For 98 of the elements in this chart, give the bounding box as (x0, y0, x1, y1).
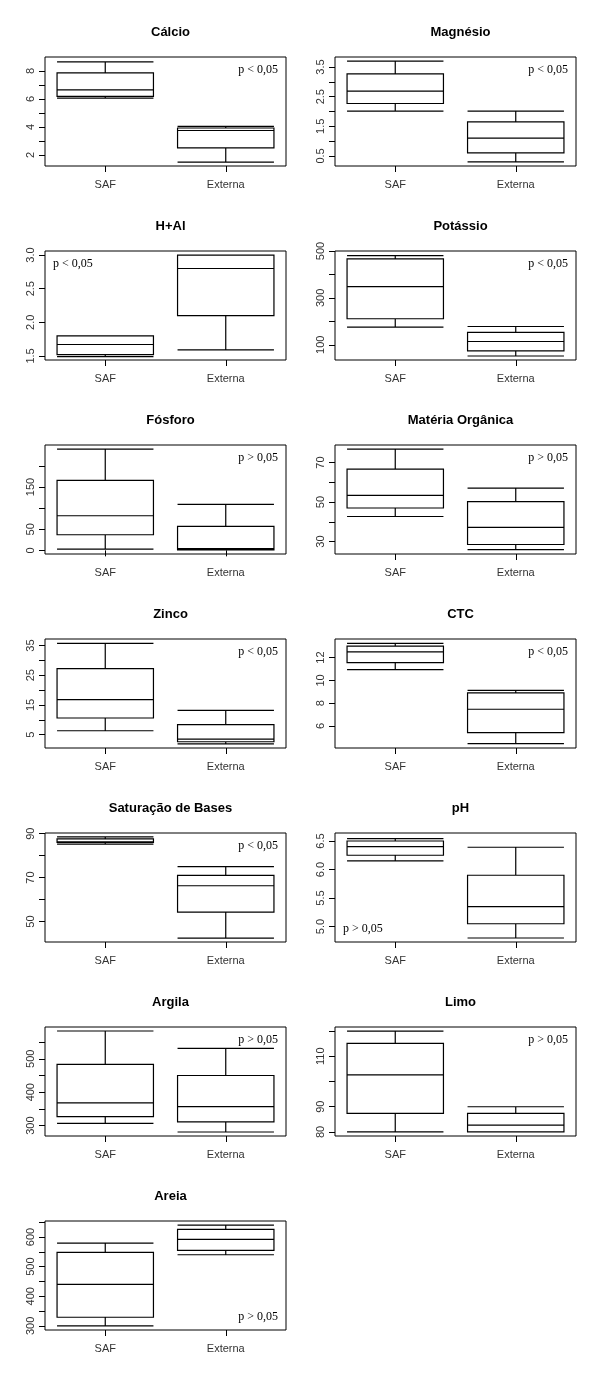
chart-title: Cálcio (150, 24, 191, 39)
y-tick-label: 10 (313, 674, 326, 687)
y-tick-label: 100 (313, 335, 326, 354)
y-tick-label: 300 (23, 1116, 36, 1135)
y-tick-label: 8 (313, 700, 326, 707)
chart-title: Fósforo (146, 412, 195, 427)
x-tick-label: SAF (384, 1147, 407, 1160)
y-tick-label: 25 (23, 669, 36, 682)
x-tick-label: Externa (206, 565, 246, 578)
annotation: p < 0,05 (528, 256, 569, 270)
y-tick-label: 5.5 (313, 890, 326, 906)
x-tick-label: Externa (206, 953, 246, 966)
x-tick-label: Externa (206, 759, 246, 772)
chart-title: Potássio (433, 218, 488, 233)
y-tick-label: 0 (23, 547, 36, 554)
y-tick-label: 2.5 (23, 281, 36, 297)
x-tick-label: Externa (496, 1147, 536, 1160)
annotation: p > 0,05 (528, 1032, 569, 1046)
y-tick-label: 50 (313, 495, 326, 509)
annotation: p > 0,05 (238, 1032, 279, 1046)
y-tick-label: 30 (313, 535, 326, 548)
x-tick-label: Externa (206, 177, 246, 190)
x-tick-label: SAF (384, 759, 407, 772)
y-tick-label: 3.0 (23, 247, 36, 263)
y-tick-label: 1.5 (313, 118, 326, 134)
y-tick-label: 6.0 (313, 861, 326, 878)
x-tick-label: Externa (496, 953, 536, 966)
annotation: p > 0,05 (238, 1309, 279, 1323)
x-tick-label: Externa (496, 759, 536, 772)
x-tick-label: SAF (94, 565, 117, 578)
y-tick-label: 90 (23, 827, 36, 840)
y-tick-label: 2 (23, 151, 36, 158)
x-tick-label: Externa (206, 371, 246, 384)
chart-title: Matéria Orgânica (407, 412, 515, 427)
chart-title: Zinco (153, 606, 188, 621)
x-tick-label: SAF (94, 1147, 117, 1160)
x-tick-label: Externa (206, 1147, 246, 1160)
x-tick-label: SAF (94, 1341, 117, 1354)
y-tick-label: 6 (313, 722, 326, 730)
annotation: p < 0,05 (528, 644, 569, 658)
y-tick-label: 50 (23, 523, 36, 536)
x-tick-label: SAF (94, 759, 117, 772)
annotation: p < 0,05 (528, 62, 569, 76)
x-tick-label: Externa (496, 371, 536, 384)
y-tick-label: 6 (23, 95, 36, 102)
annotation: p > 0,05 (343, 921, 383, 935)
x-tick-label: Externa (496, 565, 536, 578)
annotation: p < 0,05 (238, 62, 279, 76)
chart-title: Areia (154, 1188, 188, 1203)
y-tick-label: 3.5 (313, 59, 326, 75)
x-tick-label: SAF (384, 565, 407, 578)
y-tick-label: 8 (23, 67, 36, 75)
chart-title: H+Al (155, 218, 186, 233)
chart-title: pH (451, 800, 470, 815)
y-tick-label: 500 (23, 1049, 36, 1068)
x-tick-label: SAF (384, 177, 407, 190)
chart-title: Argila (152, 994, 190, 1009)
x-tick-label: SAF (94, 371, 117, 384)
chart-title: Limo (444, 994, 477, 1009)
y-tick-label: 400 (23, 1083, 36, 1102)
y-tick-label: 5 (23, 731, 36, 738)
y-tick-label: 70 (23, 871, 36, 884)
chart-title: Magnésio (430, 24, 491, 39)
y-tick-label: 110 (313, 1047, 326, 1066)
x-tick-label: Externa (206, 1341, 246, 1354)
y-tick-label: 500 (313, 241, 326, 261)
x-tick-label: SAF (94, 953, 117, 966)
y-tick-label: 400 (23, 1287, 36, 1306)
y-tick-label: 150 (23, 477, 36, 497)
y-tick-label: 2.5 (313, 89, 326, 105)
x-tick-label: SAF (384, 953, 407, 966)
x-tick-label: SAF (384, 371, 407, 384)
chart-title: CTC (447, 606, 475, 621)
annotation: p < 0,05 (238, 838, 279, 852)
y-tick-label: 70 (313, 456, 326, 469)
y-tick-label: 300 (23, 1316, 36, 1336)
y-tick-label: 0.5 (313, 148, 326, 164)
annotation: p > 0,05 (238, 450, 279, 464)
x-tick-label: SAF (94, 177, 117, 190)
y-tick-label: 5.0 (313, 918, 326, 935)
annotation: p > 0,05 (528, 450, 569, 464)
y-tick-label: 4 (23, 123, 36, 130)
y-tick-label: 90 (313, 1100, 326, 1113)
y-tick-label: 600 (23, 1227, 36, 1247)
y-tick-label: 2.0 (23, 314, 36, 330)
y-tick-label: 6.5 (313, 833, 326, 849)
chart-title: Saturação de Bases (108, 800, 233, 815)
y-tick-label: 50 (23, 915, 36, 928)
annotation: p < 0,05 (53, 256, 93, 270)
y-tick-label: 12 (313, 651, 326, 664)
y-tick-label: 15 (23, 698, 36, 712)
y-tick-label: 300 (313, 288, 326, 308)
y-tick-label: 1.5 (23, 348, 36, 364)
annotation: p < 0,05 (238, 644, 279, 658)
x-tick-label: Externa (496, 177, 536, 190)
y-tick-label: 500 (23, 1257, 36, 1276)
y-tick-label: 35 (23, 639, 36, 652)
y-tick-label: 80 (313, 1125, 326, 1139)
